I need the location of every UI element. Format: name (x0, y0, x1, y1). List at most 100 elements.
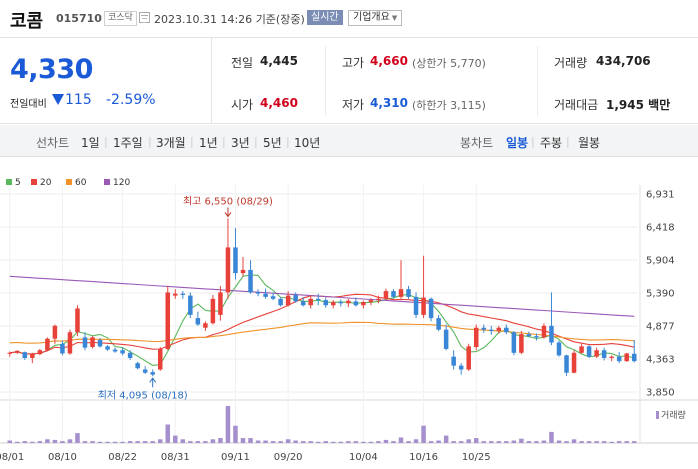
candle-body (255, 292, 261, 294)
candle-body (37, 350, 43, 355)
period-1y[interactable]: 1년 (199, 136, 218, 150)
separator: | (148, 135, 152, 148)
realtime-button[interactable]: 실시간 (307, 10, 343, 25)
period-3m[interactable]: 3개월 (156, 136, 186, 150)
candle-body (30, 354, 35, 358)
x-tick-label: 09/11 (221, 452, 250, 463)
volume-bar (323, 441, 329, 443)
volume-bar (165, 424, 171, 443)
candle-body (519, 334, 524, 353)
volume-bar (421, 425, 426, 443)
low-arrow-icon (149, 377, 157, 388)
trade-amount-value: 1,945 백만 (606, 98, 671, 112)
candle-body (82, 337, 88, 348)
candle-body (571, 352, 577, 373)
volume-bar (511, 440, 517, 443)
candle-body (526, 334, 532, 337)
x-tick-label: 10/04 (349, 452, 378, 463)
candle-body (338, 302, 344, 304)
candle-body (300, 301, 306, 306)
volume-bar (300, 441, 306, 443)
candle-body (240, 269, 246, 274)
volume-bar (75, 433, 80, 443)
candle-body (564, 355, 569, 373)
volume-bar (90, 441, 95, 443)
candle-body (601, 350, 607, 358)
candle-body (594, 350, 599, 357)
volume-bar (112, 441, 118, 443)
volume-bar (361, 441, 366, 443)
volume-bar (195, 441, 201, 443)
volume-bar (413, 439, 419, 443)
change-label: 전일대비 (10, 99, 47, 110)
volume-bar (22, 441, 28, 443)
candle-body (127, 352, 133, 358)
volume-bar (376, 441, 381, 443)
volume-bar (586, 441, 592, 443)
volume-bar (436, 440, 441, 443)
candle-body (7, 352, 13, 354)
ma-line-60 (9, 321, 635, 344)
change-amount: 115 (65, 92, 92, 108)
volume-bar (579, 441, 584, 443)
candle-weekly[interactable]: 주봉 (540, 136, 563, 150)
volume-bar (368, 441, 374, 443)
period-3y[interactable]: 3년 (231, 136, 250, 150)
candle-body (398, 289, 404, 297)
candle-body (218, 292, 223, 315)
company-overview-dropdown[interactable]: 기업개요 ▼ (348, 10, 403, 26)
high-arrow-icon (224, 207, 232, 218)
volume-bar (541, 440, 547, 443)
low-annotation: 최저 4,095 (08/18) (98, 389, 188, 401)
separator: | (531, 135, 535, 148)
ma-line-120 (9, 275, 635, 317)
legend-ma60: 60 (66, 178, 86, 188)
volume-bar (556, 440, 562, 443)
volume-bar (135, 441, 140, 443)
volume-bar (353, 441, 359, 443)
y-tick-label: 3,850 (646, 388, 675, 399)
volume-bar (473, 438, 479, 443)
volume-bar (97, 441, 103, 443)
separator: | (286, 135, 290, 148)
volume-bar (218, 438, 223, 443)
lower-limit: (하한가 3,115) (412, 99, 486, 112)
candle-body (203, 323, 208, 328)
legend-swatch (6, 179, 12, 185)
legend-swatch (31, 179, 37, 185)
volume-bar (451, 441, 456, 443)
separator: | (254, 135, 258, 148)
candlestick-chart[interactable]: 6,931 6,418 5,904 5,390 4,877 4,363 3,850 08/01… (0, 185, 698, 469)
volume-bar (240, 438, 246, 443)
x-tick-label: 09/20 (274, 452, 303, 463)
candle-body (413, 296, 419, 315)
period-1w[interactable]: 1주일 (113, 136, 143, 150)
x-tick-label: 08/22 (108, 452, 137, 463)
candle-body (631, 353, 637, 362)
candle-body (586, 346, 592, 357)
candle-daily[interactable]: 일봉 (506, 136, 529, 150)
candle-body (353, 301, 359, 306)
volume-bar (609, 441, 614, 443)
x-tick-label: 08/31 (161, 452, 190, 463)
candle-monthly[interactable]: 월봉 (578, 136, 601, 150)
volume-bar (293, 440, 298, 443)
volume-bar (173, 435, 178, 443)
current-price-box: 4,330 전일대비 115 -2.59% (0, 38, 212, 124)
volume-bar (82, 441, 88, 443)
period-5y[interactable]: 5년 (263, 136, 282, 150)
candle-body (549, 325, 554, 343)
stock-code: 015710 (56, 12, 102, 25)
volume-bar (142, 441, 148, 443)
period-1d[interactable]: 1일 (81, 136, 100, 150)
volume-bar (331, 441, 336, 443)
period-10y[interactable]: 10년 (294, 136, 321, 150)
volume-bar (391, 441, 396, 443)
legend-ma120: 120 (104, 178, 130, 188)
legend-ma20: 20 (31, 178, 51, 188)
volume-bar (15, 441, 20, 443)
volume-bar (489, 441, 494, 443)
volume-bar (406, 441, 411, 443)
volume-bar (631, 441, 637, 443)
volume-legend: 거래량 (656, 408, 686, 421)
